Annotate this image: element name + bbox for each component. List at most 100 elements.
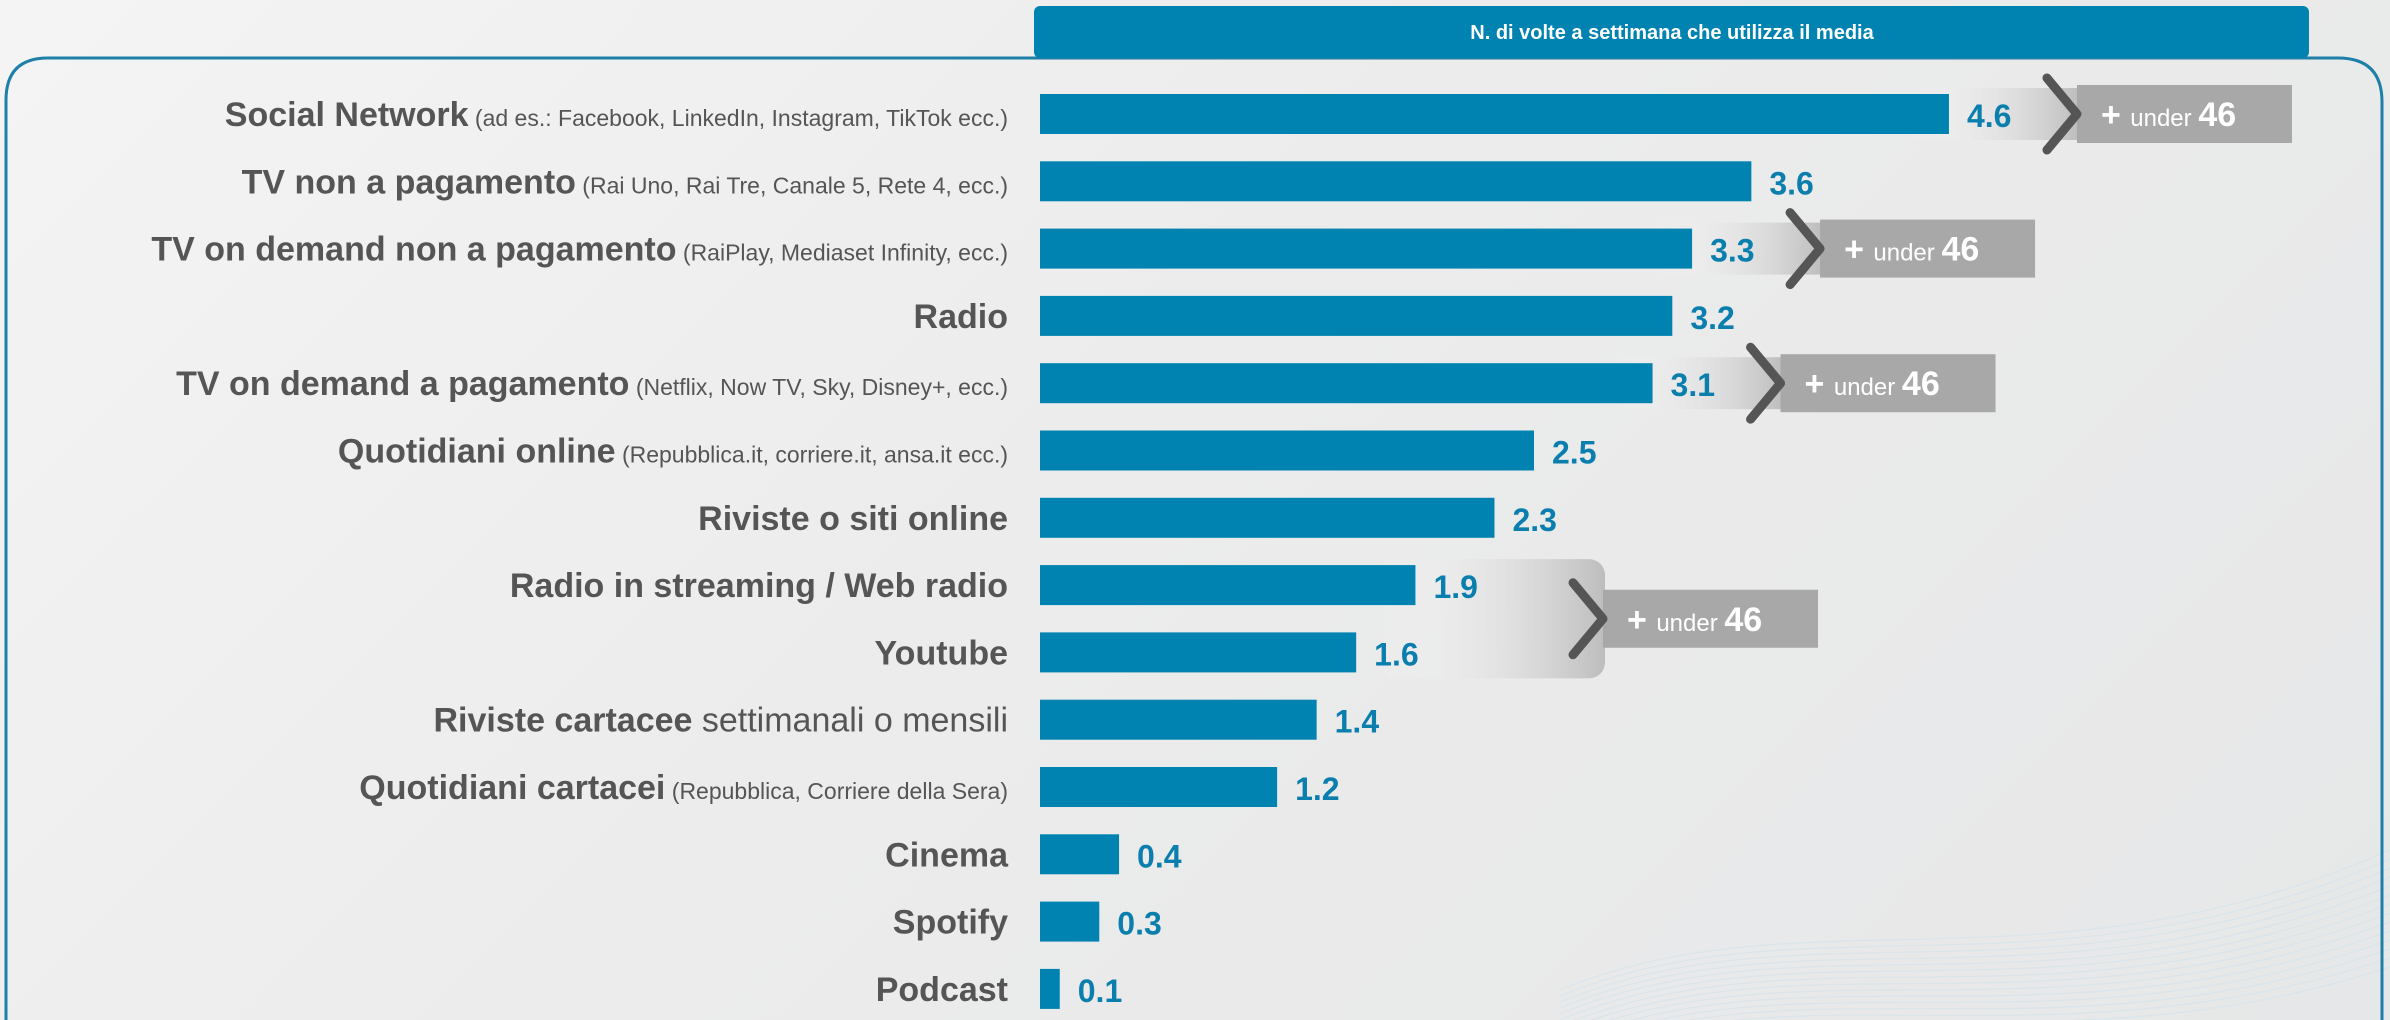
bar — [1040, 632, 1357, 673]
category-label: Riviste o siti online — [698, 500, 1008, 538]
decorative-wave-line — [1559, 894, 2390, 1020]
decorative-wave-line — [1654, 939, 2390, 1020]
decorative-wave-line — [1608, 921, 2390, 1020]
bar — [1040, 94, 1949, 134]
decorative-wave-line — [1686, 948, 2390, 1020]
under46-badge — [1820, 219, 2036, 278]
chevron-right-icon — [1746, 342, 1786, 424]
category-detail: (RaiPlay, Mediaset Infinity, ecc.) — [677, 240, 1008, 266]
bar — [1040, 565, 1416, 606]
chevron-right-icon — [2042, 73, 2082, 155]
bar — [1040, 968, 1060, 1009]
category-detail: (Netflix, Now TV, Sky, Disney+, ecc.) — [629, 374, 1008, 400]
category-labels: Social Network (ad es.: Facebook, Linked… — [151, 96, 1009, 1009]
badge-word: under — [1873, 240, 1941, 267]
data-label: 1.9 — [1433, 569, 1477, 605]
category-detail: (Repubblica, Corriere della Sera) — [665, 778, 1008, 804]
bar — [1040, 699, 1317, 740]
category-name: TV non a pagamento — [242, 163, 576, 201]
badge-text: + under 46 — [1844, 231, 1979, 269]
category-detail: (ad es.: Facebook, LinkedIn, Instagram, … — [469, 105, 1008, 131]
bar — [1040, 228, 1693, 269]
decorative-wave-line — [1559, 858, 2390, 997]
bar — [1040, 430, 1534, 471]
badge-text: + under 46 — [1627, 601, 1762, 639]
under46-annotation: + under 46 — [1612, 342, 1996, 424]
decorative-wave-line — [1559, 876, 2390, 1009]
plus-icon: + — [1805, 365, 1834, 403]
bar — [1040, 834, 1120, 875]
category-label: Social Network (ad es.: Facebook, Linked… — [225, 96, 1008, 134]
data-label: 1.4 — [1335, 704, 1380, 740]
category-name: Podcast — [876, 971, 1008, 1009]
badge-word: under — [1834, 374, 1902, 401]
category-name: Radio in streaming / Web radio — [510, 567, 1008, 605]
bar — [1040, 767, 1278, 807]
chart-frame — [4, 56, 2384, 1020]
bar — [1040, 901, 1100, 942]
plus-icon: + — [1844, 231, 1873, 269]
badge-word: under — [2130, 105, 2198, 132]
category-name: TV on demand non a pagamento — [151, 231, 676, 269]
category-name: Social Network — [225, 96, 469, 134]
category-label: TV on demand a pagamento (Netflix, Now T… — [176, 365, 1008, 403]
data-label: 3.2 — [1690, 300, 1734, 336]
under46-badge — [1780, 354, 1996, 413]
badge-word: under — [1656, 610, 1724, 637]
decorative-wave-line — [1573, 903, 2390, 1020]
badge-text: + under 46 — [2101, 96, 2236, 134]
category-detail: (Repubblica.it, corriere.it, ansa.it ecc… — [616, 442, 1008, 468]
decorative-wave-line — [2067, 966, 2390, 1020]
data-label: 2.5 — [1552, 435, 1596, 471]
category-label: Spotify — [893, 904, 1008, 942]
data-label: 0.1 — [1078, 973, 1122, 1009]
category-name: Youtube — [875, 634, 1008, 672]
data-label: 0.4 — [1137, 838, 1182, 874]
decorative-wave-line — [1559, 867, 2390, 1003]
chart-title: N. di volte a settimana che utilizza il … — [1470, 22, 1874, 44]
plus-icon: + — [1627, 601, 1656, 639]
category-label: Riviste cartacee settimanali o mensili — [433, 702, 1008, 740]
category-label: Youtube — [875, 634, 1008, 672]
badge-number: 46 — [2198, 96, 2236, 134]
category-name: Riviste cartacee — [433, 702, 692, 740]
category-name: Cinema — [885, 836, 1009, 874]
category-name: Radio — [914, 298, 1008, 336]
data-label: 0.3 — [1117, 906, 1161, 942]
badge-number: 46 — [1902, 365, 1940, 403]
value-labels: 4.6 3.6 3.3 3.2 3.1 2.5 2.3 1.9 1.6 1.4 1.2 0.4 0.3 0… — [1078, 98, 2012, 1009]
category-name: TV on demand a pagamento — [176, 365, 629, 403]
data-label: 1.2 — [1295, 771, 1339, 807]
category-name: Quotidiani cartacei — [359, 769, 665, 807]
data-label: 3.3 — [1710, 233, 1754, 269]
category-label: TV non a pagamento (Rai Uno, Rai Tre, Ca… — [242, 163, 1008, 201]
category-label: Podcast — [876, 971, 1008, 1009]
annotation-band — [1375, 559, 1605, 679]
category-label: Radio — [914, 298, 1008, 336]
badge-text: + under 46 — [1805, 365, 1940, 403]
chevron-right-icon — [1785, 208, 1825, 290]
category-detail: (Rai Uno, Rai Tre, Canale 5, Rete 4, ecc… — [576, 172, 1008, 198]
under46-badge — [2076, 85, 2292, 143]
category-name: Riviste o siti online — [698, 500, 1008, 538]
chevron-right-icon — [1568, 578, 1608, 660]
plus-icon: + — [2101, 96, 2130, 134]
data-label: 3.1 — [1671, 367, 1715, 403]
category-detail: settimanali o mensili — [692, 702, 1008, 740]
data-label: 4.6 — [1967, 98, 2011, 134]
decorative-wave-line — [1590, 912, 2390, 1020]
bars-layer — [1040, 94, 1949, 1009]
under46-badge — [1603, 589, 1818, 648]
decorative-waves — [1559, 849, 2390, 1020]
bar — [1040, 497, 1495, 538]
decorative-wave-line — [1629, 930, 2390, 1020]
chart-header — [1034, 6, 2309, 58]
category-label: Radio in streaming / Web radio — [510, 567, 1008, 605]
data-label: 1.6 — [1374, 636, 1418, 672]
badge-number: 46 — [1941, 231, 1979, 269]
under46-annotation: + under 46 — [1375, 559, 1818, 679]
bar — [1040, 363, 1653, 404]
category-label: Quotidiani cartacei (Repubblica, Corrier… — [359, 769, 1008, 807]
data-label: 3.6 — [1769, 165, 1813, 201]
